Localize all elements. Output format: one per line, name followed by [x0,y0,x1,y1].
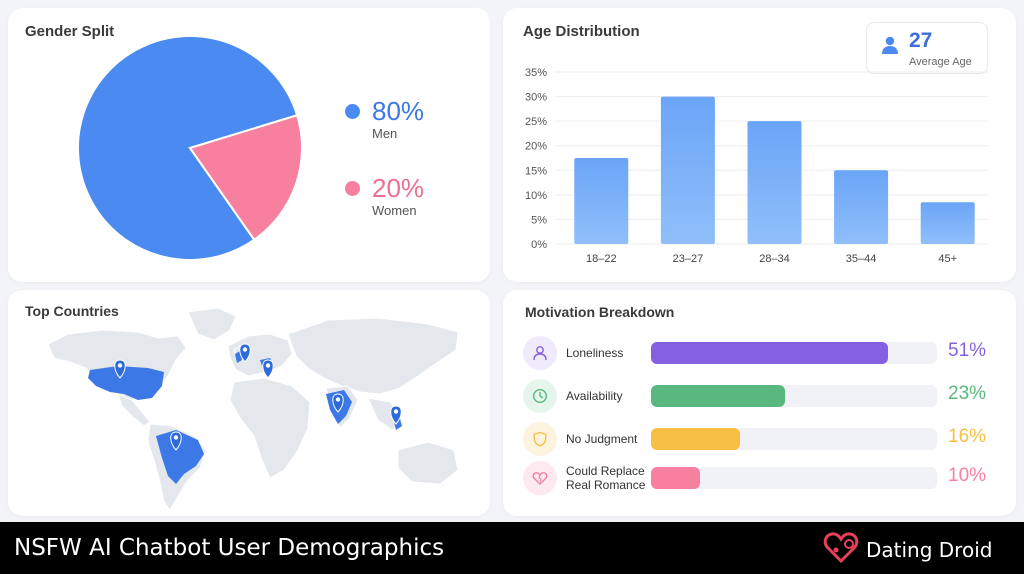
motivation-row: Availability 23% [523,379,993,413]
shield-icon [523,422,557,456]
average-age-label: Average Age [909,56,972,68]
footer-title: NSFW AI Chatbot User Demographics [14,535,445,561]
map-pin-philippines [390,405,402,425]
heart-icon [523,461,557,495]
average-age-value: 27 [909,29,933,52]
motivation-percent: 23% [948,383,987,404]
x-tick-label: 18–22 [586,253,617,265]
age-bar-chart: 0% 5% 10% 15% 20% 25% 30% 35% 18–22 23–27 28–34 35–… [525,67,988,265]
age-bar-28–34 [747,121,802,244]
age-distribution-title: Age Distribution [523,23,640,40]
map-africa [229,377,311,479]
motivation-label: Availability [566,389,623,403]
person-icon [523,336,557,370]
map-pin-united-states [114,359,126,379]
x-tick-label: 35–44 [846,253,877,265]
top-countries-title: Top Countries [25,303,119,319]
map-central-america [117,393,151,427]
top-countries-card: Top Countries [8,290,490,516]
motivation-bar-track [651,342,937,364]
world-map [47,307,459,511]
motivation-percent: 10% [948,465,987,486]
pie-slice-men [77,35,299,261]
men-label: Men [372,126,398,141]
y-tick-label: 25% [525,116,547,128]
gender-split-card: Gender Split 80% Men 20% Women [8,8,490,282]
map-australia [397,441,459,485]
legend-dot-men [345,104,360,119]
map-pin-india [332,393,344,413]
age-bar-45+ [920,202,975,244]
x-tick-label: 28–34 [759,253,790,265]
motivation-percent: 16% [948,426,987,447]
footer-banner: NSFW AI Chatbot User Demographics Dating… [0,522,1024,574]
women-label: Women [372,203,417,218]
pie-slice-women [188,114,303,242]
y-tick-label: 15% [525,165,547,177]
age-distribution-card: Age Distribution 27 Average Age 0% 5% 10% 1… [503,8,1016,282]
map-pin-germany [262,359,274,379]
motivation-bar-fill [651,342,889,364]
map-highlight-brazil [156,430,204,484]
motivation-label: Could Replace Real Romance [566,464,646,492]
motivation-breakdown-title: Motivation Breakdown [525,304,675,320]
map-pin-united-kingdom [239,343,251,363]
y-tick-label: 0% [531,239,547,251]
y-tick-label: 35% [525,67,547,79]
y-tick-label: 30% [525,92,547,104]
motivation-label: Loneliness [566,346,624,360]
map-highlight-usa [88,366,164,400]
motivation-bar-track [651,428,937,450]
map-greenland [187,307,237,341]
legend-dot-women [345,181,360,196]
y-tick-label: 10% [525,190,547,202]
motivation-bar-fill [651,428,740,450]
clock-icon [523,379,557,413]
map-asia [287,317,459,395]
motivation-row: No Judgment 16% [523,422,993,456]
gender-pie-chart [77,35,303,261]
motivation-bar-track [651,385,937,407]
motivation-bar-fill [651,467,700,489]
legend-women: 20% Women [345,173,424,218]
y-tick-label: 20% [525,141,547,153]
brand-name: Dating Droid [866,538,993,562]
gender-split-title: Gender Split [25,23,115,40]
average-age-box: 27 Average Age [866,22,988,74]
age-bar-18–22 [574,158,629,244]
women-percent: 20% [372,173,425,203]
age-bar-35–44 [834,170,889,244]
motivation-percent: 51% [948,340,987,361]
user-icon [882,36,898,54]
motivation-row: Loneliness 51% [523,336,993,370]
age-bar-23–27 [660,96,715,244]
men-percent: 80% [372,96,425,126]
motivation-label: No Judgment [566,432,638,446]
dating-droid-logo-icon [823,532,859,564]
motivation-breakdown-card: Motivation Breakdown Loneliness 51% Availa… [503,290,1016,516]
legend-men: 80% Men [345,96,424,141]
motivation-bar-track [651,467,937,489]
x-tick-label: 45+ [938,253,957,265]
motivation-bar-fill [651,385,786,407]
x-tick-label: 23–27 [673,253,704,265]
motivation-row: Could Replace Real Romance 10% [523,461,993,495]
y-tick-label: 5% [531,214,547,226]
map-pin-brazil [170,431,182,451]
